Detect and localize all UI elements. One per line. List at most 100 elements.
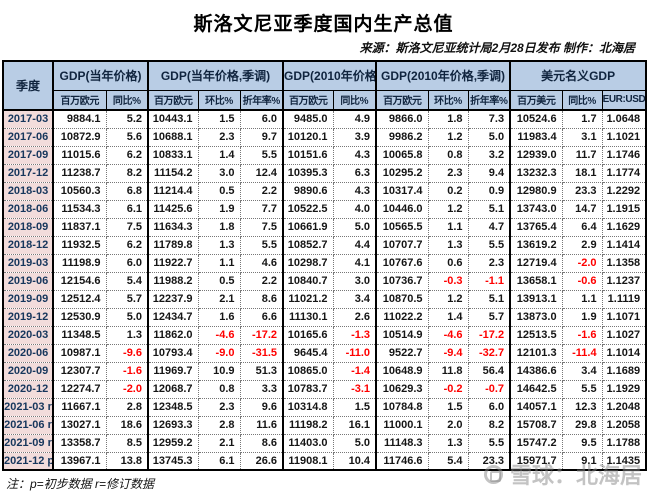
- value-cell: 11.6: [240, 416, 284, 435]
- value-cell: 11988.2: [147, 272, 199, 291]
- value-cell: 1.1414: [602, 236, 647, 255]
- quarter-label: 2017-06: [3, 128, 54, 147]
- table-row: 2017-03 9884.1 5.2 10443.1 1.5 6.0 9485.0 4.9 98…: [3, 110, 647, 129]
- value-cell: 0.9: [468, 182, 511, 201]
- value-cell: 10852.7: [282, 236, 334, 255]
- gdp-table: 季度 GDP(当年价格) GDP(当年价格,季调) GDP(2010年价格) GDP(2…: [2, 60, 647, 471]
- value-cell: 10151.6: [282, 146, 334, 165]
- value-cell: 1.1071: [602, 308, 647, 327]
- value-cell: 0.8: [428, 146, 469, 165]
- quarter-label: 2020-09: [3, 362, 54, 381]
- quarter-label: 2019-06: [3, 272, 54, 291]
- value-cell: 11198.9: [52, 254, 107, 273]
- value-cell: 1.5: [333, 398, 377, 417]
- sub-column-header: 同比%: [332, 89, 377, 111]
- value-cell: 2.3: [428, 164, 469, 183]
- value-cell: 5.7: [106, 290, 149, 309]
- value-cell: 2.8: [106, 398, 149, 417]
- value-cell: 1.3: [428, 236, 469, 255]
- value-cell: 13873.0: [509, 308, 563, 327]
- value-cell: 5.0: [333, 218, 377, 237]
- value-cell: 10707.7: [375, 236, 429, 255]
- value-cell: 12959.2: [147, 434, 199, 453]
- sub-column-header: 环比%: [197, 89, 241, 111]
- source-note: 来源：斯洛文尼亚统计局2月28日发布 制作：北海居: [359, 41, 635, 55]
- value-cell: 13913.1: [509, 290, 563, 309]
- value-cell: 0.5: [198, 272, 241, 291]
- value-cell: 5.5: [468, 434, 511, 453]
- sub-column-header: 环比%: [427, 89, 469, 111]
- value-cell: 10295.2: [375, 164, 429, 183]
- value-cell: -3.1: [333, 380, 377, 399]
- value-cell: 10987.1: [52, 344, 107, 363]
- value-cell: 18.6: [106, 416, 149, 435]
- value-cell: -1.1: [468, 272, 511, 291]
- table-body: 2017-03 9884.1 5.2 10443.1 1.5 6.0 9485.0 4.9 98…: [3, 110, 647, 471]
- value-cell: 8.6: [240, 290, 284, 309]
- value-cell: -32.7: [468, 344, 511, 363]
- value-cell: 5.4: [428, 452, 469, 471]
- value-cell: 4.7: [468, 218, 511, 237]
- value-cell: 9.5: [562, 434, 603, 453]
- value-cell: 12068.7: [147, 380, 199, 399]
- value-cell: 15747.2: [509, 434, 563, 453]
- table-row: 2018-09 11837.1 7.5 11634.3 1.8 7.5 10661.9 5.0…: [3, 218, 647, 237]
- value-cell: 10165.6: [282, 326, 334, 345]
- value-cell: 3.2: [468, 146, 511, 165]
- value-cell: 11348.5: [52, 326, 107, 345]
- value-cell: 9.7: [240, 128, 284, 147]
- value-cell: 11403.0: [282, 434, 334, 453]
- table-row: 2019-06 12154.6 5.4 11988.2 0.5 2.2 10840.7 3.0…: [3, 272, 647, 291]
- value-cell: -17.2: [240, 326, 284, 345]
- value-cell: 12348.5: [147, 398, 199, 417]
- value-cell: 1.1: [562, 290, 603, 309]
- table-row: 2019-09 12512.4 5.7 12237.9 2.1 8.6 11021.2 3.4…: [3, 290, 647, 309]
- table-row: 2021-06 r 13027.1 18.6 12693.3 2.8 11.6 11198.…: [3, 416, 647, 435]
- value-cell: 1.7: [562, 110, 603, 129]
- value-cell: 2.9: [562, 236, 603, 255]
- value-cell: 10314.8: [282, 398, 334, 417]
- value-cell: 12307.7: [52, 362, 107, 381]
- value-cell: 14.7: [562, 200, 603, 219]
- value-cell: 5.5: [468, 236, 511, 255]
- value-cell: 1.0648: [602, 110, 647, 129]
- value-cell: 1.1014: [602, 344, 647, 363]
- value-cell: 4.4: [333, 236, 377, 255]
- value-cell: 12101.3: [509, 344, 563, 363]
- value-cell: 1.8: [428, 110, 469, 129]
- value-cell: 11667.1: [52, 398, 107, 417]
- value-cell: 2.8: [198, 416, 241, 435]
- table-row: 2020-12 12274.7 -2.0 12068.7 0.8 3.3 10783.7 -3…: [3, 380, 647, 399]
- sub-column-header: 百万欧元: [52, 89, 107, 111]
- value-cell: -1.4: [333, 362, 377, 381]
- value-cell: 3.4: [562, 362, 603, 381]
- value-cell: 13232.3: [509, 164, 563, 183]
- value-cell: 1.4: [198, 146, 241, 165]
- table-header: 季度 GDP(当年价格) GDP(当年价格,季调) GDP(2010年价格) GDP(2…: [2, 60, 647, 111]
- value-cell: 51.3: [240, 362, 284, 381]
- value-cell: 9866.0: [375, 110, 429, 129]
- value-cell: -0.3: [428, 272, 469, 291]
- value-cell: 3.9: [333, 128, 377, 147]
- value-cell: 11969.7: [147, 362, 199, 381]
- value-cell: 13358.7: [52, 434, 107, 453]
- value-cell: 2.3: [468, 254, 511, 273]
- value-cell: 11908.1: [282, 452, 334, 471]
- value-cell: 1.5: [428, 398, 469, 417]
- value-cell: 7.5: [106, 218, 149, 237]
- value-cell: 11.7: [562, 146, 603, 165]
- value-cell: 6.8: [106, 182, 149, 201]
- value-cell: 0.2: [428, 182, 469, 201]
- value-cell: -4.6: [428, 326, 469, 345]
- value-cell: 1.1788: [602, 434, 647, 453]
- value-cell: 12274.7: [52, 380, 107, 399]
- group-header: GDP(当年价格): [52, 60, 149, 91]
- value-cell: 10688.1: [147, 128, 199, 147]
- value-cell: 2.3: [198, 398, 241, 417]
- value-cell: 12.4: [240, 164, 284, 183]
- value-cell: 29.8: [562, 416, 603, 435]
- value-cell: 12980.9: [509, 182, 563, 201]
- table-row: 2021-12 p 13967.1 13.8 13745.3 6.1 26.6 11908.…: [3, 452, 647, 471]
- value-cell: 0.6: [428, 254, 469, 273]
- value-cell: 10648.9: [375, 362, 429, 381]
